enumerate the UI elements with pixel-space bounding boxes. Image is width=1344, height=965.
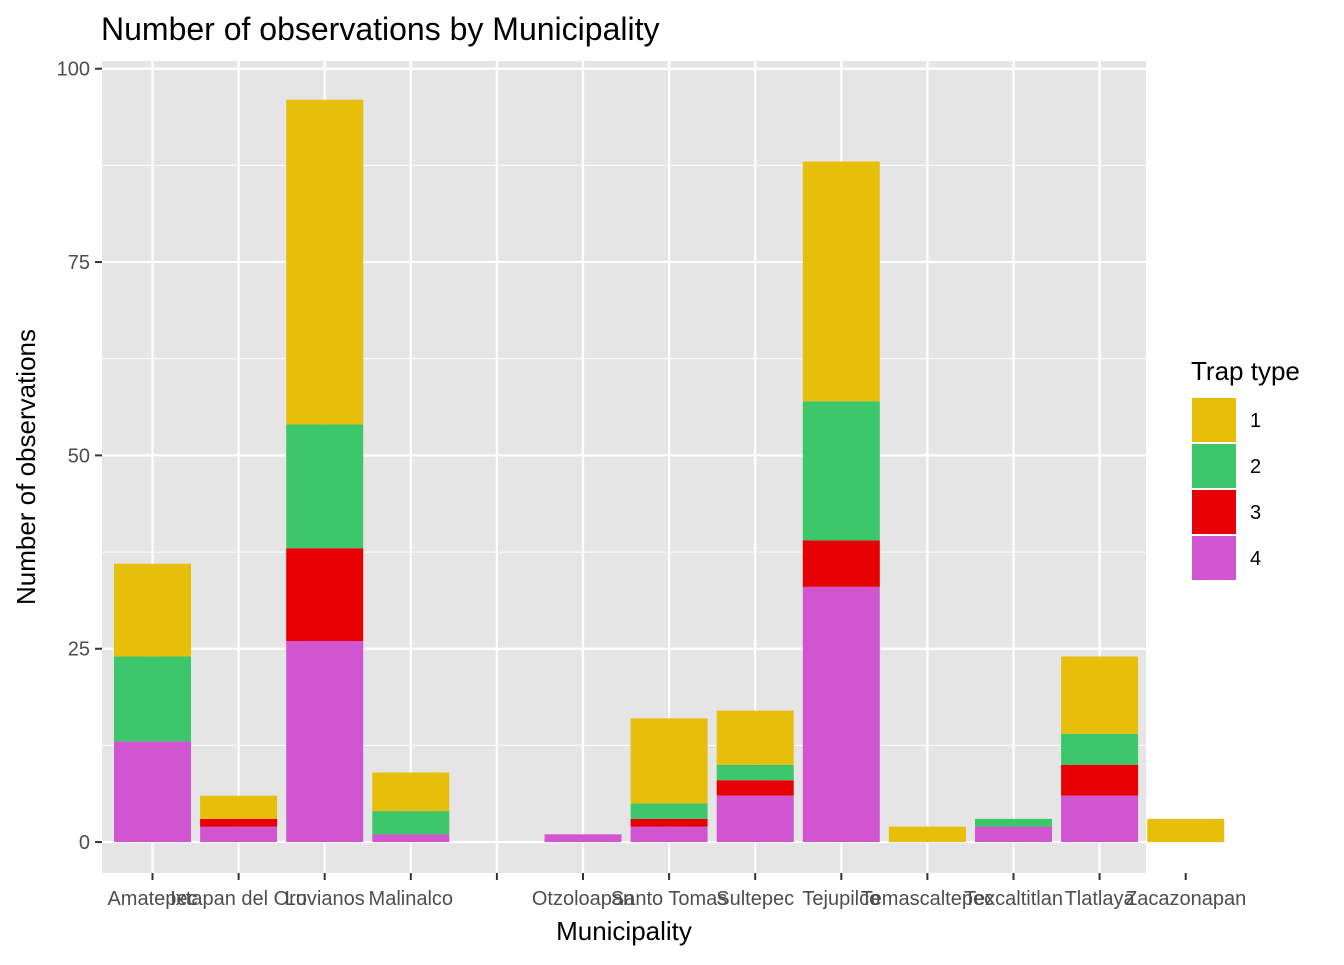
legend-label: 3 (1250, 502, 1261, 524)
legend: Trap type 1 2 3 4 (1191, 356, 1300, 580)
bar-segment (200, 826, 278, 843)
bar-segment (372, 772, 450, 812)
bar-segment (1061, 733, 1139, 765)
legend-key (1192, 536, 1236, 580)
x-tick-label: Tlatlaya (1065, 888, 1136, 910)
y-axis-title: Number of observations (11, 329, 41, 605)
minor-gridlines (102, 164, 1146, 746)
bar-segment (114, 656, 191, 742)
legend-key (1192, 490, 1236, 534)
bar-segment (716, 764, 794, 781)
bar-segment (975, 826, 1052, 843)
bar-segment (1061, 764, 1139, 796)
x-tick-label: Santo Tomas (611, 888, 727, 910)
x-tick-label: Zacazonapan (1125, 888, 1246, 910)
legend-label: 2 (1250, 456, 1261, 478)
bar-segment (630, 826, 708, 843)
bar-segment (372, 811, 450, 835)
x-tick-label: Temascaltepec (861, 888, 994, 910)
x-tick-label: Malinalco (369, 888, 453, 910)
y-tick-label: 25 (68, 639, 90, 661)
bar-segment (716, 710, 794, 765)
bar-segment (200, 818, 278, 827)
legend-label: 1 (1250, 410, 1261, 432)
x-tick-label: Texcaltitlan (964, 888, 1063, 910)
bar-segment (630, 718, 708, 804)
legend-title: Trap type (1191, 356, 1300, 386)
bar-segment (114, 563, 191, 657)
x-tick-label: Ixtapan del Oro (170, 888, 307, 910)
bar-segment (372, 834, 450, 843)
bar-segment (286, 548, 364, 641)
legend-label: 4 (1250, 548, 1261, 570)
bars (114, 99, 1225, 843)
legend-key (1192, 444, 1236, 488)
x-tick-label: Sultepec (716, 888, 794, 910)
x-tick-label: Tejupilco (802, 888, 880, 910)
y-axis: 0 25 50 75 100 (57, 59, 102, 854)
bar-segment (888, 826, 966, 843)
bar-segment (630, 818, 708, 827)
x-tick-label: Amatepec (107, 888, 197, 910)
bar-segment (114, 741, 191, 843)
bar-segment (286, 99, 364, 425)
bar-segment (802, 401, 880, 541)
bar-segment (1061, 795, 1139, 843)
legend-key (1192, 398, 1236, 442)
bar-segment (1061, 656, 1139, 734)
y-tick-label: 100 (57, 59, 90, 81)
bar-segment (975, 818, 1052, 827)
bar-segment (286, 641, 364, 843)
bar-segment (716, 795, 794, 843)
bar-segment (802, 161, 880, 402)
x-tick-label: Luvianos (285, 888, 365, 910)
y-tick-label: 0 (79, 832, 90, 854)
bar-segment (1147, 818, 1225, 843)
bar-segment (286, 424, 364, 549)
x-tick-label: Otzoloapan (532, 888, 634, 910)
y-tick-label: 50 (68, 445, 90, 467)
plot-panel (102, 61, 1146, 873)
bar-segment (802, 586, 880, 843)
chart-title: Number of observations by Municipality (101, 11, 659, 47)
x-axis-title: Municipality (556, 916, 692, 946)
bar-segment (544, 834, 622, 843)
y-tick-label: 75 (68, 252, 90, 274)
bar-segment (716, 780, 794, 796)
bar-segment (630, 803, 708, 819)
bar-segment (802, 540, 880, 587)
bar-segment (200, 795, 278, 819)
